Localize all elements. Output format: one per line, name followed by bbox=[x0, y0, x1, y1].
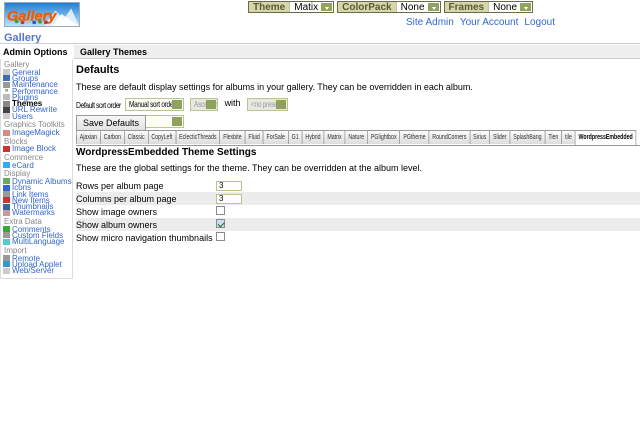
svg-text:Gallery: Gallery bbox=[7, 9, 58, 25]
